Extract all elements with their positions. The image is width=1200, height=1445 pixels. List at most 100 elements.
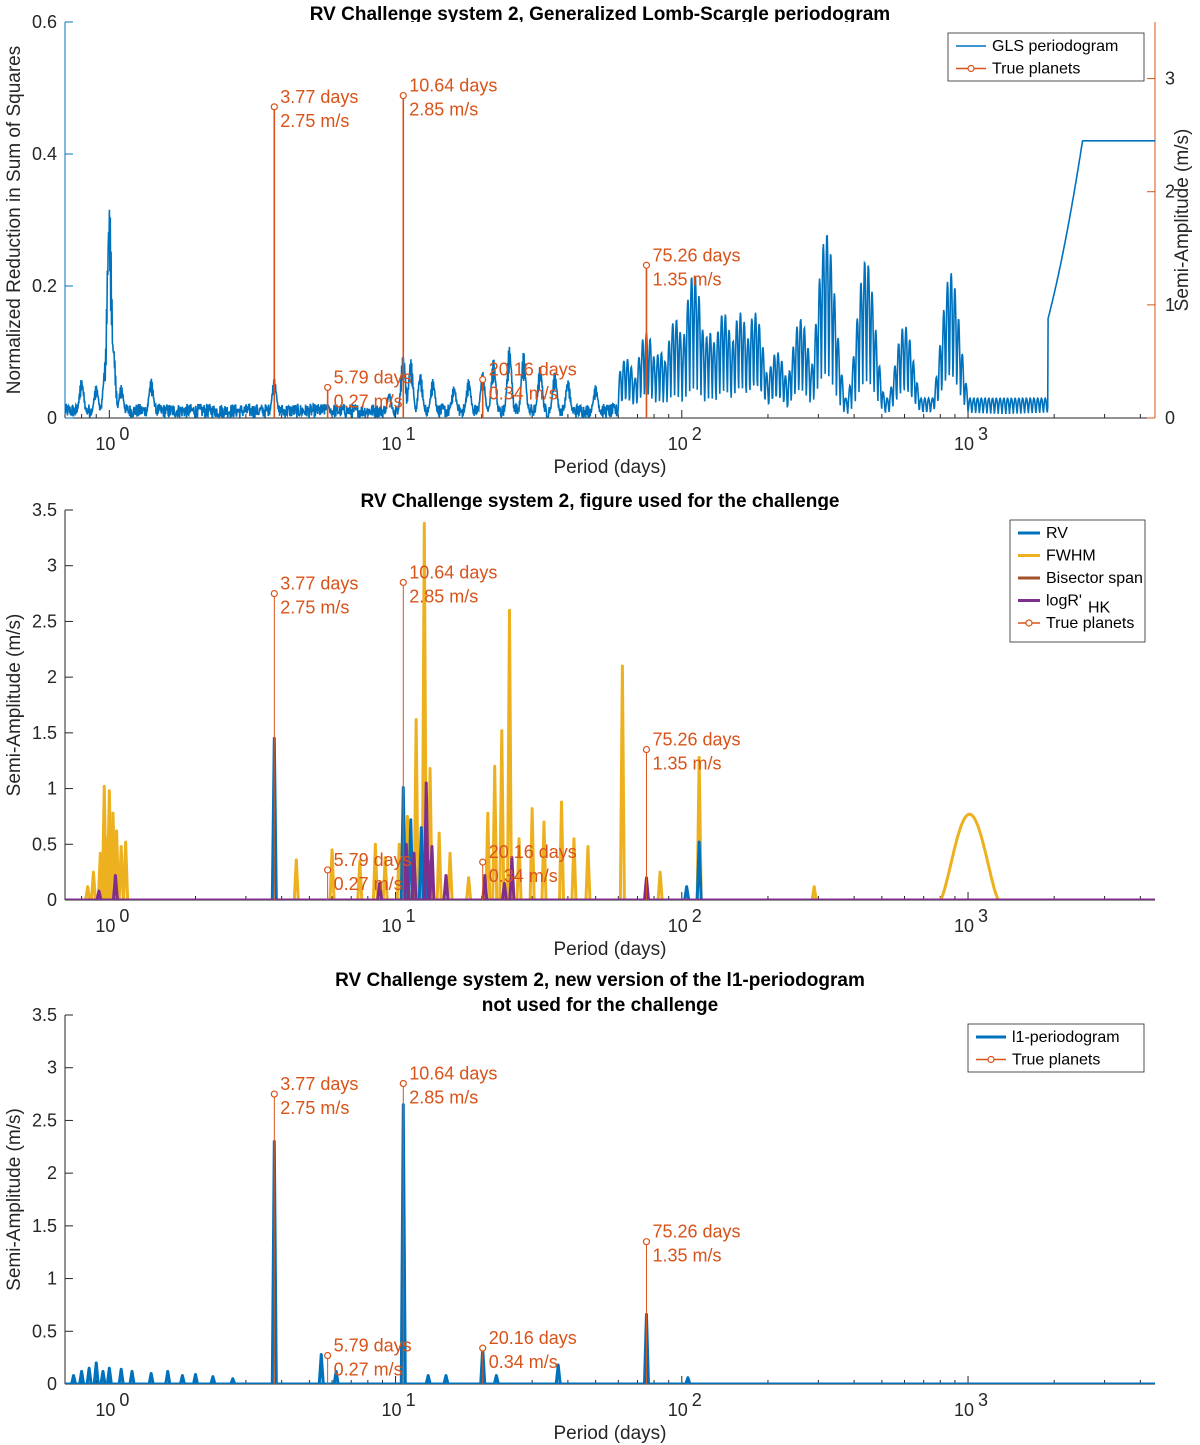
- peak: [412, 717, 420, 900]
- legend-entry: RV: [1046, 525, 1068, 542]
- x-tick-exponent: 2: [692, 906, 702, 926]
- true-planet-5: 75.26 days 1.35 m/s: [642, 730, 741, 900]
- legend-marker: [987, 1055, 995, 1064]
- legend-entry: GLS periodogram: [992, 38, 1118, 55]
- planet-marker: [324, 1351, 332, 1360]
- legend-box: [1009, 519, 1146, 643]
- peak: [684, 1376, 692, 1384]
- planet-period-label: 75.26 days: [652, 245, 740, 265]
- x-tick-exponent: 3: [978, 424, 988, 444]
- peak: [356, 859, 364, 900]
- planet-amplitude-label: 2.75 m/s: [280, 1098, 349, 1118]
- peak: [371, 842, 379, 900]
- peak: [554, 1363, 562, 1384]
- planet-marker: [642, 261, 651, 269]
- true-planet-1: 3.77 days 2.75 m/s: [270, 87, 358, 418]
- legend-box: [947, 32, 1145, 82]
- x-tick-label: 10: [954, 434, 974, 454]
- true-planet-3: 10.64 days 2.85 m/s: [399, 76, 497, 418]
- peak: [89, 870, 97, 900]
- peak: [540, 820, 548, 900]
- planet-amplitude-label: 0.34 m/s: [489, 384, 558, 404]
- planet-amplitude-label: 2.85 m/s: [409, 1088, 478, 1108]
- planet-period-label: 20.16 days: [489, 842, 577, 862]
- peak: [84, 885, 92, 900]
- chart-title: RV Challenge system 2, figure used for t…: [360, 491, 839, 512]
- peak: [515, 837, 523, 900]
- x-tick-label: 10: [382, 1400, 402, 1420]
- true-planet-5: 75.26 days 1.35 m/s: [642, 1222, 741, 1384]
- planet-period-label: 3.77 days: [280, 1074, 358, 1094]
- planet-period-label: 5.79 days: [334, 1336, 412, 1356]
- x-tick-exponent: 1: [406, 906, 416, 926]
- peak: [178, 1374, 186, 1384]
- x-tick-exponent: 0: [119, 1390, 129, 1410]
- y-tick-label: 3.5: [32, 500, 57, 520]
- y-tick-label: 0.6: [32, 12, 57, 32]
- planet-marker: [324, 383, 332, 392]
- planet-amplitude-label: 0.27 m/s: [334, 874, 403, 894]
- peak: [209, 1375, 217, 1384]
- peak: [528, 807, 536, 900]
- legend-marker: [967, 64, 975, 73]
- peak: [465, 876, 473, 900]
- y-tick-label: 0: [47, 890, 57, 910]
- planet-period-label: 10.64 days: [409, 76, 497, 96]
- x-tick-exponent: 3: [978, 1390, 988, 1410]
- peak: [402, 842, 410, 900]
- peak: [85, 1366, 93, 1384]
- y-tick-label: 2: [47, 1163, 57, 1183]
- hump-line: [939, 812, 1000, 900]
- peak: [99, 1369, 107, 1384]
- legend-entry: True planets: [1046, 615, 1134, 632]
- x-tick-exponent: 0: [119, 424, 129, 444]
- planet-marker: [324, 866, 332, 874]
- data-layer: [65, 140, 1155, 418]
- chart-title: RV Challenge system 2, Generalized Lomb-…: [310, 4, 890, 25]
- peak: [328, 848, 336, 900]
- peak: [481, 873, 489, 900]
- peak: [332, 1369, 340, 1384]
- chart-panel-1: RV Challenge system 2, Generalized Lomb-…: [4, 4, 1193, 478]
- peak: [442, 873, 450, 900]
- peak: [376, 881, 384, 900]
- planet-amplitude-label: 1.35 m/s: [652, 1246, 721, 1266]
- peak: [117, 1367, 125, 1384]
- peak: [229, 1377, 237, 1384]
- peak: [656, 870, 664, 900]
- x-tick-label: 10: [668, 1400, 688, 1420]
- x-tick-label: 10: [668, 916, 688, 936]
- true-planet-4: 20.16 days 0.34 m/s: [479, 842, 577, 900]
- peak: [695, 840, 703, 900]
- x-tick-exponent: 1: [406, 1390, 416, 1410]
- peak: [111, 873, 119, 900]
- planet-period-label: 10.64 days: [409, 562, 497, 582]
- peak: [810, 885, 818, 900]
- chart-panel-2: RV Challenge system 2, figure used for t…: [4, 491, 1155, 960]
- y-tick-label: 0.5: [32, 834, 57, 854]
- peak: [558, 800, 566, 900]
- y-tick-label: 3: [47, 556, 57, 576]
- x-tick-label: 10: [95, 916, 115, 936]
- y-tick-label: 1.5: [32, 723, 57, 743]
- planet-marker: [479, 858, 487, 866]
- planet-period-label: 10.64 days: [409, 1064, 497, 1084]
- x-tick-label: 10: [954, 916, 974, 936]
- plot-area: [65, 22, 1155, 418]
- planet-amplitude-label: 0.27 m/s: [334, 391, 403, 411]
- peak: [508, 856, 516, 900]
- peak: [584, 845, 592, 900]
- x-tick-label: 10: [382, 434, 402, 454]
- series-gls-periodogram: [65, 140, 1155, 418]
- planet-period-label: 3.77 days: [280, 87, 358, 107]
- chart-title: RV Challenge system 2, new version of th…: [335, 970, 865, 991]
- plot-area: [65, 510, 1155, 900]
- peak: [292, 858, 300, 900]
- x-axis-label: Period (days): [554, 1423, 667, 1444]
- peak: [317, 1352, 325, 1384]
- planet-amplitude-label: 0.34 m/s: [489, 866, 558, 886]
- planet-period-label: 5.79 days: [334, 367, 412, 387]
- y-tick-label: 0: [47, 1374, 57, 1394]
